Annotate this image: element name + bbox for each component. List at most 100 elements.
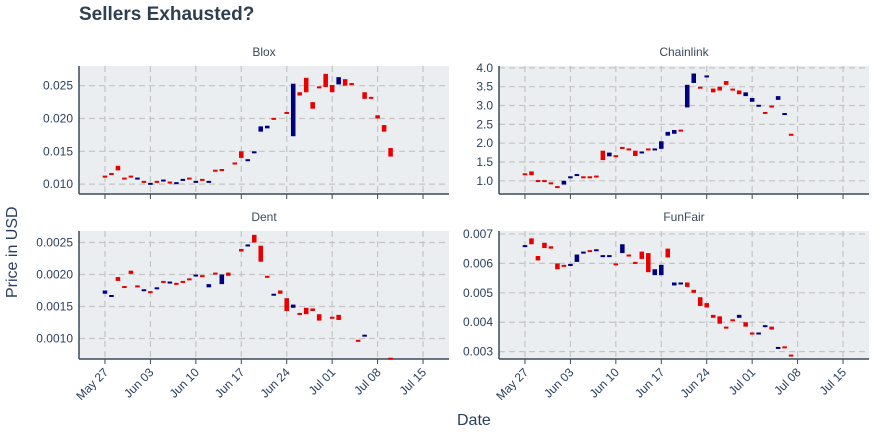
candle-down: [684, 282, 690, 287]
candle-up: [691, 73, 697, 83]
candle-down: [723, 81, 729, 85]
y-tick-label: 2.5: [476, 117, 493, 131]
y-tick-label: 0.0015: [36, 300, 73, 314]
candle-down: [646, 148, 651, 151]
candle-down: [141, 180, 147, 183]
y-tick-label: 1.5: [476, 155, 493, 169]
candle-up: [219, 274, 225, 285]
candle-down: [368, 96, 374, 99]
y-tick-label: 0.007: [463, 227, 493, 241]
y-tick-label: 0.0025: [36, 236, 73, 250]
y-tick-label: 0.005: [463, 286, 493, 300]
candle-down: [665, 248, 671, 258]
candle-down: [303, 77, 309, 93]
candle-down: [239, 151, 244, 158]
candle-down: [284, 111, 289, 114]
candle-up: [594, 249, 599, 252]
candle-down: [226, 272, 231, 276]
candle-down: [251, 234, 257, 243]
candle-down: [258, 245, 264, 262]
candle-down: [277, 290, 283, 294]
candle-up: [271, 293, 277, 296]
x-tick-label: Jul 01: [306, 365, 339, 398]
candle-down: [329, 316, 335, 319]
candle-down: [297, 92, 302, 96]
y-tick-label: 0.004: [463, 315, 493, 329]
facet-title: Dent: [251, 210, 277, 224]
candle-down: [161, 280, 166, 283]
candle-up: [193, 180, 199, 183]
y-tick-label: 1.0: [476, 174, 493, 188]
candle-down: [200, 275, 205, 278]
candle-up: [264, 125, 270, 129]
y-tick-label: 0.010: [43, 177, 73, 191]
x-tick-label: Jun 03: [541, 365, 577, 401]
candle-down: [529, 238, 534, 245]
candle-up: [607, 152, 612, 157]
candle-down: [310, 102, 315, 109]
candle-up: [574, 174, 580, 177]
candle-down: [219, 169, 225, 172]
candle-up: [756, 332, 761, 335]
y-tick-label: 0.003: [463, 345, 493, 359]
candle-down: [788, 354, 794, 357]
candle-down: [535, 256, 541, 261]
candle-down: [115, 165, 121, 171]
candle-down: [730, 319, 735, 322]
candle-down: [213, 169, 218, 172]
candle-down: [316, 86, 322, 89]
candle-down: [723, 326, 729, 329]
x-tick-label: Jun 03: [121, 365, 157, 401]
candle-down: [115, 277, 121, 281]
candle-up: [665, 131, 671, 136]
y-tick-label: 0.0020: [36, 268, 73, 282]
candle-up: [109, 295, 114, 297]
y-tick-label: 2.0: [476, 136, 493, 150]
candle-up: [336, 77, 341, 85]
x-tick-label: Jul 08: [351, 365, 384, 398]
candle-down: [697, 297, 703, 307]
candle-up: [756, 104, 761, 107]
candle-down: [303, 307, 309, 315]
candle-down: [646, 253, 651, 273]
candle-down: [762, 111, 768, 114]
candle-down: [239, 248, 244, 252]
candle-up: [206, 284, 212, 288]
candle-down: [542, 180, 547, 183]
candle-up: [290, 83, 296, 137]
candle-down: [529, 171, 534, 176]
candle-down: [548, 246, 554, 249]
candle-down: [561, 264, 567, 267]
candle-down: [613, 263, 619, 266]
candle-up: [671, 130, 677, 134]
candle-down: [620, 146, 625, 149]
candle-down: [769, 105, 774, 108]
candle-down: [594, 175, 599, 178]
candle-up: [762, 325, 768, 328]
candle-down: [639, 251, 645, 259]
candle-down: [349, 83, 354, 86]
candle-up: [561, 180, 567, 185]
y-tick-label: 0.006: [463, 256, 493, 270]
candle-up: [193, 274, 199, 277]
candle-down: [548, 182, 554, 185]
candle-down: [342, 79, 348, 86]
candle-down: [555, 186, 560, 189]
candle-up: [148, 182, 153, 185]
facet-title: FunFair: [663, 210, 704, 224]
candle-down: [128, 175, 134, 178]
candle-up: [141, 289, 147, 292]
candle-up: [671, 282, 677, 286]
x-tick-label: Jun 10: [587, 365, 623, 401]
candle-down: [122, 177, 127, 180]
candle-down: [717, 86, 722, 91]
candle-down: [174, 282, 179, 285]
candle-down: [626, 148, 632, 151]
candle-down: [626, 254, 632, 257]
candle-down: [128, 270, 134, 274]
candle-up: [290, 304, 296, 308]
candle-down: [587, 250, 593, 253]
y-tick-label: 0.025: [43, 79, 73, 93]
candle-down: [297, 312, 302, 315]
